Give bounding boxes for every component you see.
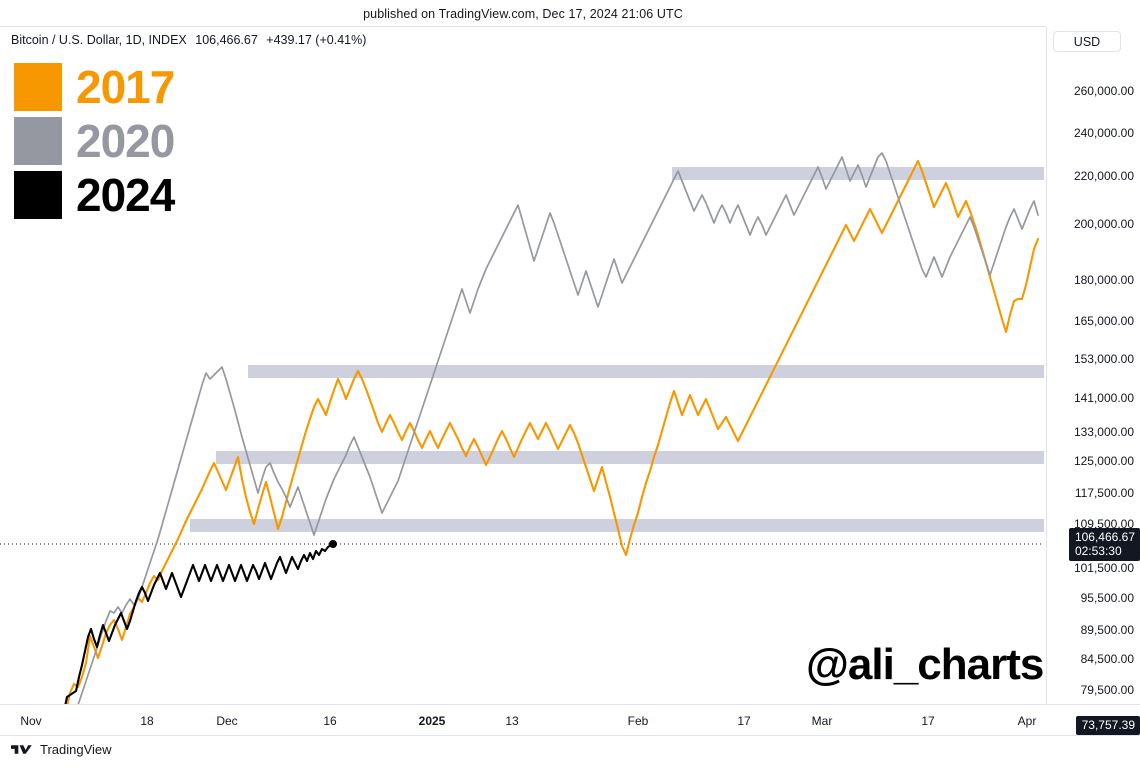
price-tick-label: 200,000.00 <box>1073 217 1134 231</box>
tradingview-brand-label: TradingView <box>40 742 112 757</box>
legend-label-2020: 2020 <box>76 115 175 167</box>
chart-plot-area[interactable] <box>0 27 1046 704</box>
time-tick-label: 16 <box>323 714 337 728</box>
price-axis-divider <box>1046 27 1047 704</box>
price-tag-value: 73,757.39 <box>1081 717 1135 732</box>
time-tick-label: 18 <box>140 714 154 728</box>
price-tick-label: 84,500.00 <box>1080 652 1134 666</box>
year-legend: 2017 2020 2024 <box>14 60 175 222</box>
time-tick-label: Dec <box>216 714 238 728</box>
header-divider <box>0 26 1046 27</box>
time-tick-label: Nov <box>20 714 42 728</box>
symbol-last-price: 106,466.67 <box>195 33 258 47</box>
price-tick-label: 133,000.00 <box>1073 425 1134 439</box>
legend-item-2020[interactable]: 2020 <box>14 114 175 168</box>
series-line-2020 <box>77 152 1039 704</box>
price-tick-label: 101,500.00 <box>1073 561 1134 575</box>
currency-button[interactable]: USD <box>1053 31 1121 52</box>
price-tick-label: 240,000.00 <box>1073 126 1134 140</box>
series-endpoint-2024 <box>329 540 337 548</box>
time-tick-label: 17 <box>737 714 751 728</box>
legend-swatch-2017 <box>14 63 62 111</box>
legend-swatch-2020 <box>14 117 62 165</box>
legend-swatch-2024 <box>14 171 62 219</box>
price-tag-value: 106,466.67 <box>1074 529 1135 544</box>
time-axis[interactable]: Nov 18 Dec 16 2025 13 Feb 17 Mar 17 Apr <box>0 705 1046 735</box>
price-tick-label: 95,500.00 <box>1080 591 1134 605</box>
symbol-legend[interactable]: Bitcoin / U.S. Dollar, 1D, INDEX 106,466… <box>11 33 371 47</box>
legend-label-2024: 2024 <box>76 169 175 221</box>
price-tick-label: 79,500.00 <box>1080 683 1134 697</box>
price-line-chart <box>0 152 1044 704</box>
price-tick-label: 153,000.00 <box>1073 352 1134 366</box>
time-tick-label: 13 <box>505 714 519 728</box>
price-axis[interactable]: 260,000.00 240,000.00 220,000.00 200,000.00… <box>1046 27 1140 735</box>
price-tick-label: 89,500.00 <box>1080 623 1134 637</box>
resistance-band-153k <box>248 365 1044 378</box>
price-tag-current-price[interactable]: 106,466.67 02:53:30 <box>1068 527 1140 561</box>
price-tag-countdown: 02:53:30 <box>1074 543 1122 558</box>
legend-label-2017: 2017 <box>76 61 175 113</box>
tradingview-brand[interactable]: TradingView <box>11 742 112 757</box>
price-tick-label: 125,000.00 <box>1073 454 1134 468</box>
time-tick-label: Mar <box>811 714 833 728</box>
price-tag-baseline-price[interactable]: 73,757.39 <box>1075 715 1140 735</box>
footer-divider <box>0 735 1140 736</box>
watermark: @ali_charts <box>806 640 1044 689</box>
time-tick-label: 17 <box>921 714 935 728</box>
tradingview-logo-icon <box>11 745 32 754</box>
time-axis-divider <box>0 704 1140 705</box>
price-tick-label: 117,500.00 <box>1074 486 1134 500</box>
time-tick-label: Feb <box>627 714 649 728</box>
time-tick-label: 2025 <box>418 714 446 728</box>
legend-item-2017[interactable]: 2017 <box>14 60 175 114</box>
symbol-name: Bitcoin / U.S. Dollar, 1D, INDEX <box>11 33 187 47</box>
price-tick-label: 180,000.00 <box>1073 273 1134 287</box>
price-tick-label: 220,000.00 <box>1073 169 1134 183</box>
time-tick-label: Apr <box>1017 714 1037 728</box>
symbol-change: +439.17 (+0.41%) <box>266 33 367 47</box>
price-tick-label: 165,000.00 <box>1073 314 1134 328</box>
resistance-band-220k <box>672 167 1044 180</box>
legend-item-2024[interactable]: 2024 <box>14 168 175 222</box>
series-line-2024 <box>64 542 335 704</box>
price-tick-label: 260,000.00 <box>1073 84 1134 98</box>
published-caption: published on TradingView.com, Dec 17, 20… <box>363 7 683 21</box>
price-tick-label: 141,000.00 <box>1073 391 1134 405</box>
series-line-2017 <box>66 159 1040 704</box>
resistance-band-125k <box>216 451 1044 464</box>
